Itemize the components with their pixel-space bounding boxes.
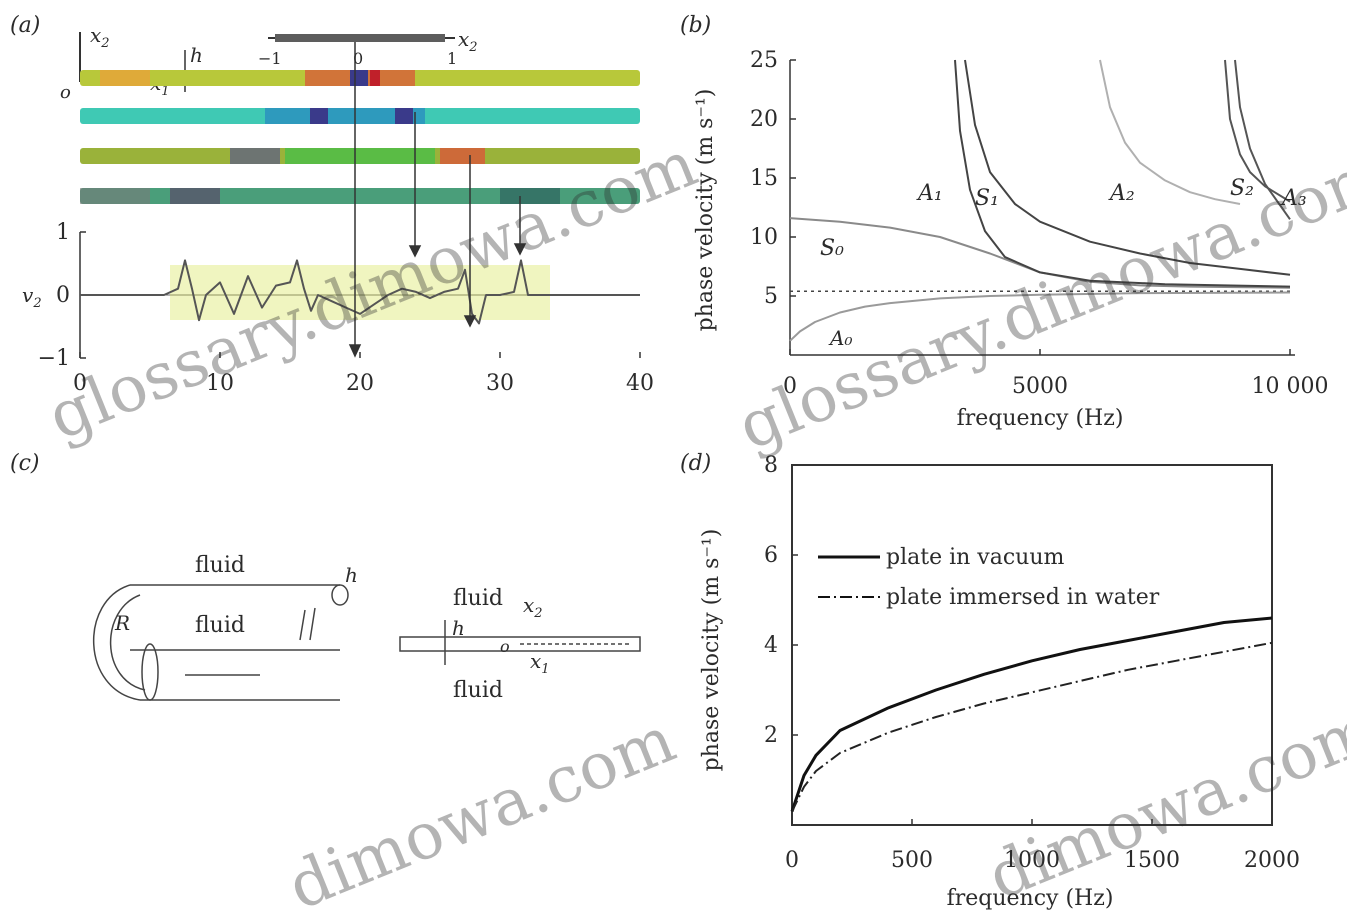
legend-label-vacuum: plate in vacuum — [886, 545, 1064, 570]
panel-a-ylabel: v2 — [22, 283, 42, 311]
thickness-label: h — [190, 43, 203, 67]
panel-b-plot — [789, 59, 1291, 342]
x-tick-label: 500 — [891, 848, 933, 873]
cylinder-outer-fluid-label: fluid — [195, 553, 245, 578]
mode-label-S1: S₁ — [975, 186, 999, 211]
x-tick-label: 0 — [73, 371, 87, 396]
series-line-s1 — [964, 59, 1291, 276]
y-tick-label: 4 — [764, 633, 778, 658]
panel-d-legend: plate in vacuum plate immersed in water — [818, 545, 1160, 610]
y-tick-label: 2 — [764, 723, 778, 748]
plate-sketch: fluid fluid h o x2 x1 — [399, 586, 641, 703]
plate-top-fluid-label: fluid — [453, 586, 503, 611]
colorbar-tick-max: 1 — [447, 49, 457, 68]
colorbar-bar — [275, 34, 445, 42]
mode-label-S2: S₂ — [1230, 176, 1254, 201]
x-tick-label: 5000 — [1012, 374, 1068, 399]
y-tick-label: 10 — [750, 225, 778, 250]
watermark-1: glossary.dimowa.com — [38, 127, 707, 455]
series-line-a3 — [1234, 59, 1291, 220]
y-tick-label: 25 — [750, 48, 778, 73]
mode-label-A2: A₂ — [1108, 181, 1135, 206]
series-line-0 — [80, 259, 640, 325]
x-tick-label: 0 — [785, 848, 799, 873]
series-line-plate-in-vacuum — [790, 616, 1273, 812]
colorbar-label: x2 — [458, 27, 478, 55]
x-tick-label: 20 — [346, 371, 374, 396]
inset-colorbar: −1 0 1 x2 — [258, 27, 478, 68]
x-tick-label: 10 — [206, 371, 234, 396]
y-tick-label: 1 — [56, 220, 70, 245]
x-tick-label: 30 — [486, 371, 514, 396]
plate-x1-label: x1 — [530, 649, 550, 677]
panel-a-label: (a) — [10, 13, 40, 38]
mode-label-A1: A₁ — [916, 181, 943, 206]
series-line-s0 — [789, 217, 1291, 289]
panel-a: (a) x2 o x1 h −1 0 1 x2 — [10, 13, 654, 396]
panel-b-ticks: 0 5000 10 000 5 10 15 20 25 — [750, 48, 1328, 399]
panel-d-label: (d) — [680, 451, 711, 476]
x-tick-label: 2000 — [1244, 848, 1300, 873]
y-tick-label: 15 — [750, 166, 778, 191]
origin-label: o — [60, 82, 71, 103]
panel-b-ylabel: phase velocity (m s⁻¹) — [693, 89, 718, 332]
y-tick-label: −1 — [38, 346, 70, 371]
colorbar-tick-mid: 0 — [353, 49, 363, 68]
legend-label-water: plate immersed in water — [886, 585, 1160, 610]
y-tick-label: 6 — [764, 543, 778, 568]
tracking-arrows — [348, 42, 527, 358]
x2-axis-label: x2 — [90, 23, 110, 51]
y-tick-label: 5 — [764, 284, 778, 309]
series-line-a0 — [789, 291, 1291, 342]
series-line-plate-immersed-in-water — [791, 641, 1273, 812]
panel-d-xlabel: frequency (Hz) — [947, 886, 1114, 911]
x-tick-label: 0 — [783, 374, 797, 399]
x-tick-label: 1000 — [1004, 848, 1060, 873]
colorbar-tick-min: −1 — [258, 49, 282, 68]
panel-c-label: (c) — [10, 451, 40, 476]
mode-label-A0: A₀ — [828, 326, 852, 350]
panel-d-ticks: 0 500 1000 1500 2000 2 4 6 8 — [764, 453, 1300, 873]
cylinder-radius-label: R — [114, 611, 130, 635]
x-tick-label: 40 — [626, 371, 654, 396]
watermark-3: dimowa.com — [278, 703, 685, 914]
plate-bottom-fluid-label: fluid — [453, 678, 503, 703]
panel-b-xlabel: frequency (Hz) — [957, 406, 1124, 431]
panel-d-plot — [790, 616, 1273, 812]
panel-a-plot — [80, 259, 640, 325]
panel-d-ylabel: phase velocity (m s⁻¹) — [699, 529, 724, 772]
plate-thickness-label: h — [452, 616, 465, 640]
y-tick-label: 0 — [56, 283, 70, 308]
plate-x2-label: x2 — [523, 593, 543, 621]
series-line-a2 — [1099, 59, 1241, 205]
cylinder-thickness-label: h — [345, 563, 358, 587]
cylinder-sketch: fluid fluid R h — [92, 553, 358, 701]
x-tick-label: 10 000 — [1252, 374, 1329, 399]
x-tick-label: 1500 — [1124, 848, 1180, 873]
panel-b-label: (b) — [680, 13, 711, 38]
mode-label-A3: A₃ — [1280, 186, 1307, 211]
panel-c: (c) fluid fluid R h fluid fluid h o x2 x… — [10, 451, 641, 703]
y-tick-label: 20 — [750, 107, 778, 132]
cylinder-inner-fluid-label: fluid — [195, 613, 245, 638]
series-line-a1 — [954, 59, 1291, 288]
watermark-4: dimowa.com — [978, 693, 1347, 914]
mode-label-S0: S₀ — [820, 236, 844, 261]
snapshot-strips — [80, 70, 640, 204]
y-tick-label: 8 — [764, 453, 778, 478]
plate-origin-label: o — [500, 637, 510, 656]
